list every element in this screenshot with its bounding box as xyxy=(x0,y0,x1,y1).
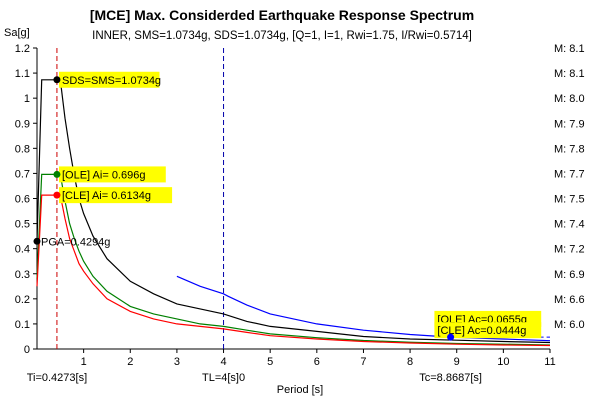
y-tick-label: 0.4 xyxy=(15,244,30,256)
annotation-highlight xyxy=(58,166,166,183)
data-point xyxy=(53,191,61,199)
annotation-highlight xyxy=(58,187,173,204)
magnitude-label: M: 6.6 xyxy=(554,294,585,306)
x-tick-label: 5 xyxy=(267,356,273,368)
x-tick-label: 3 xyxy=(174,356,180,368)
x-tick-label: 6 xyxy=(314,356,320,368)
plot-area: 0 0.1 0.2 0.3 0.4 0.5 0.6 0.7 0.8 0.9 1 1.1 1.2 1 2 3 4 5… xyxy=(15,43,585,384)
magnitude-label: M: 7.4 xyxy=(554,219,585,231)
magnitude-label: M: 6.9 xyxy=(554,269,585,281)
y-tick-label: 0.1 xyxy=(15,319,30,331)
y-axis-label: Sa[g] xyxy=(4,27,30,39)
y-tick-label: 0 xyxy=(24,344,30,356)
y-tick-label: 0.2 xyxy=(15,294,30,306)
annotation-label: [OLE] Ai= 0.696g xyxy=(62,169,145,181)
x-tick-label: 10 xyxy=(497,356,509,368)
data-point xyxy=(447,333,455,341)
magnitude-label: M: 6.0 xyxy=(554,319,585,331)
x-axis-label: Period [s] xyxy=(277,384,323,396)
annotation-label: [CLE] Ai= 0.6134g xyxy=(62,190,151,202)
bottom-label: Tc=8.8687[s] xyxy=(419,372,482,384)
y-tick-label: 0.6 xyxy=(15,194,30,206)
annotation-label: PGA=0.4294g xyxy=(41,236,110,248)
x-tick-label: 8 xyxy=(407,356,413,368)
x-tick-label: 11 xyxy=(544,356,555,368)
x-tick-label: 2 xyxy=(127,356,133,368)
x-tick-label: 4 xyxy=(220,356,226,368)
magnitude-label: M: 8.1 xyxy=(554,43,585,55)
chart-subtitle: INNER, SMS=1.0734g, SDS=1.0734g, [Q=1, I… xyxy=(92,30,472,42)
x-tick-label: 1 xyxy=(81,356,87,368)
annotation-label: [CLE] Ac=0.0444g xyxy=(437,325,526,337)
magnitude-label: M: 7.2 xyxy=(554,244,585,256)
x-tick-label: 7 xyxy=(360,356,366,368)
annotation-highlight xyxy=(58,71,160,88)
y-tick-label: 0.5 xyxy=(15,219,30,231)
series-line xyxy=(36,79,551,344)
data-point xyxy=(53,170,61,178)
series-line xyxy=(36,194,551,347)
y-tick-label: 0.3 xyxy=(15,269,30,281)
annotation-highlight xyxy=(434,322,542,339)
y-tick-label: 1 xyxy=(24,93,30,105)
data-point xyxy=(53,76,61,84)
magnitude-label: M: 7.9 xyxy=(554,118,585,130)
x-tick-label: 9 xyxy=(454,356,460,368)
magnitude-label: M: 8.1 xyxy=(554,68,585,80)
y-tick-label: 0.7 xyxy=(15,168,30,180)
y-tick-label: 1.1 xyxy=(15,68,30,80)
vertical-ref-label: Ti=0.4273[s] xyxy=(27,372,87,384)
magnitude-label: M: 7.5 xyxy=(554,194,585,206)
vertical-ref-label: TL=4[s]0 xyxy=(202,372,245,384)
chart-title: [MCE] Max. Considerded Earthquake Respon… xyxy=(90,7,474,23)
magnitude-label: M: 7.7 xyxy=(554,168,585,180)
magnitude-label: M: 7.8 xyxy=(554,143,585,155)
data-point xyxy=(33,237,41,245)
y-tick-label: 0.8 xyxy=(15,143,30,155)
annotation-label: SDS=SMS=1.0734g xyxy=(62,75,161,87)
y-tick-label: 0.9 xyxy=(15,118,30,130)
magnitude-label: M: 8.0 xyxy=(554,93,585,105)
y-tick-label: 1.2 xyxy=(15,43,30,55)
